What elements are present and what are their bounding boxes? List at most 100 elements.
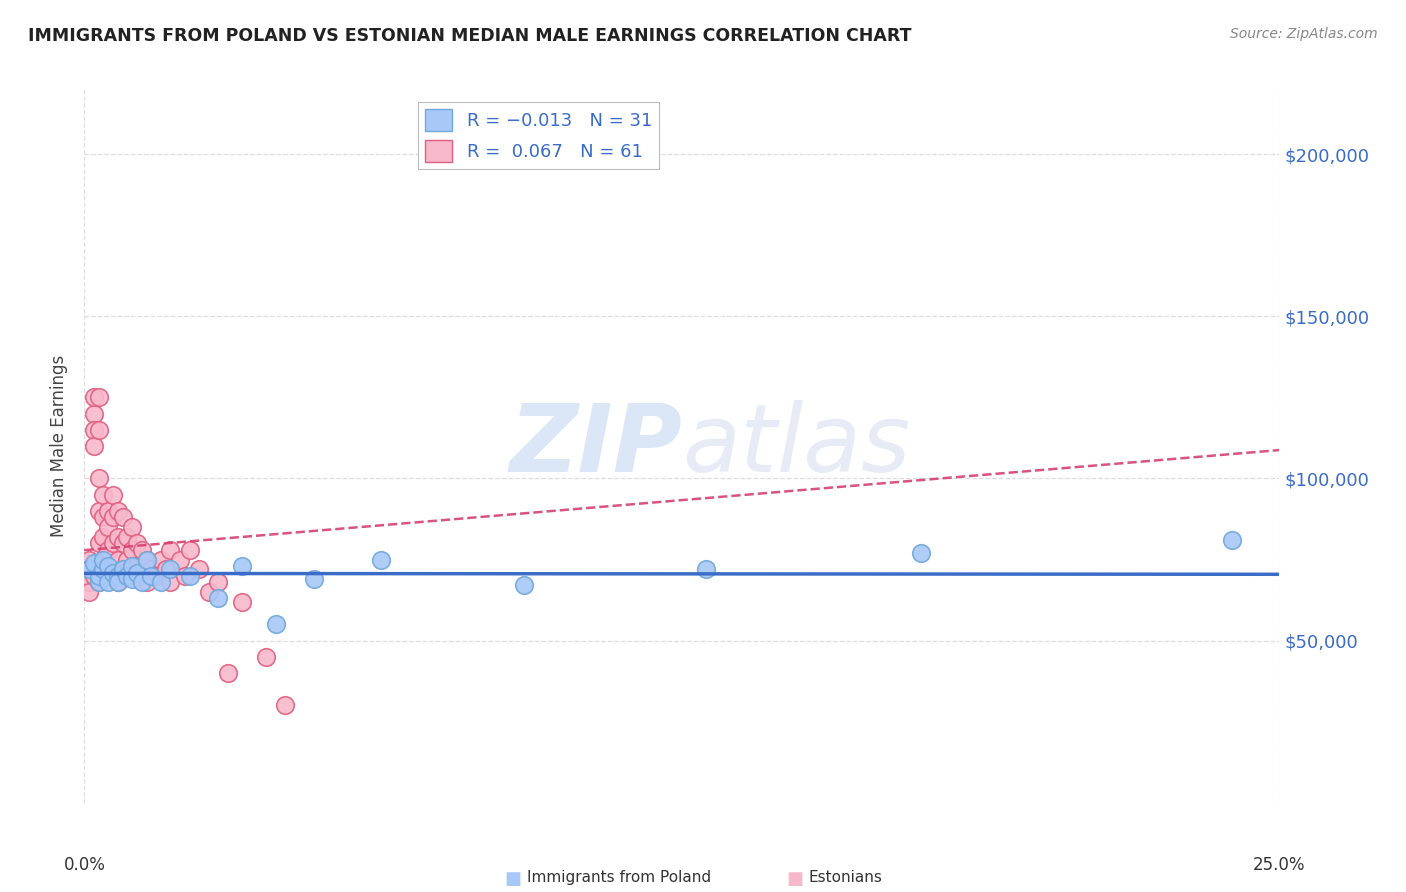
Text: Estonians: Estonians [808,870,883,885]
Point [159,575,181,590]
Text: Immigrants from Poland: Immigrants from Poland [527,870,711,885]
Text: atlas: atlas [682,401,910,491]
Point [77,575,100,590]
Point [87,575,110,590]
Point [121,520,143,534]
Text: Source: ZipAtlas.com: Source: ZipAtlas.com [1230,27,1378,41]
Point [141,562,163,576]
Point [131,562,153,576]
Point [121,572,143,586]
Point [169,552,191,566]
Point [87,575,110,590]
Text: ZIP: ZIP [509,400,682,492]
Point [173,568,195,582]
Point [97,575,120,590]
Point [101,510,124,524]
Point [231,559,253,574]
Point [217,666,239,681]
Point [207,591,229,606]
Point [188,562,211,576]
Point [695,562,717,576]
Point [83,568,105,582]
Point [125,559,148,574]
Point [101,488,124,502]
Point [83,390,105,404]
Point [77,552,100,566]
Point [179,568,201,582]
Point [117,530,139,544]
Point [87,504,110,518]
Point [131,575,153,590]
Point [135,575,157,590]
Point [87,423,110,437]
Point [93,562,115,576]
Point [97,520,120,534]
Text: 0.0%: 0.0% [63,856,105,874]
Point [111,536,134,550]
Point [141,568,163,582]
Point [101,562,124,576]
Point [145,568,167,582]
Point [107,504,129,518]
Point [149,575,172,590]
Point [125,566,148,580]
Point [159,542,181,557]
Point [83,423,105,437]
Point [513,578,536,592]
Point [111,562,134,576]
Point [93,530,115,544]
Point [302,572,325,586]
Point [97,504,120,518]
Point [97,562,120,576]
Point [135,552,157,566]
Point [197,585,219,599]
Point [149,552,172,566]
Point [77,585,100,599]
Point [107,552,129,566]
Point [93,488,115,502]
Point [93,510,115,524]
Point [107,530,129,544]
Point [207,575,229,590]
Point [87,471,110,485]
Point [93,552,115,566]
Point [121,562,143,576]
Point [107,575,129,590]
Point [264,617,287,632]
Point [125,536,148,550]
Point [155,562,177,576]
Point [231,595,253,609]
Point [131,542,153,557]
Point [83,407,105,421]
Point [87,568,110,582]
Point [1220,533,1243,547]
Y-axis label: Median Male Earnings: Median Male Earnings [51,355,69,537]
Text: ■: ■ [505,870,522,888]
Text: ■: ■ [786,870,803,888]
Point [107,568,129,582]
Legend: R = −0.013   N = 31, R =  0.067   N = 61: R = −0.013 N = 31, R = 0.067 N = 61 [418,102,659,169]
Point [117,568,139,582]
Point [121,559,143,574]
Point [77,562,100,576]
Point [179,542,201,557]
Point [254,649,277,664]
Point [111,510,134,524]
Point [111,562,134,576]
Point [97,559,120,574]
Point [274,698,297,713]
Text: IMMIGRANTS FROM POLAND VS ESTONIAN MEDIAN MALE EARNINGS CORRELATION CHART: IMMIGRANTS FROM POLAND VS ESTONIAN MEDIA… [28,27,911,45]
Point [101,566,124,580]
Point [97,542,120,557]
Point [83,439,105,453]
Point [101,536,124,550]
Point [135,552,157,566]
Point [77,562,100,576]
Point [121,542,143,557]
Point [159,562,181,576]
Point [370,552,392,566]
Point [107,575,129,590]
Point [93,552,115,566]
Point [87,536,110,550]
Point [83,556,105,570]
